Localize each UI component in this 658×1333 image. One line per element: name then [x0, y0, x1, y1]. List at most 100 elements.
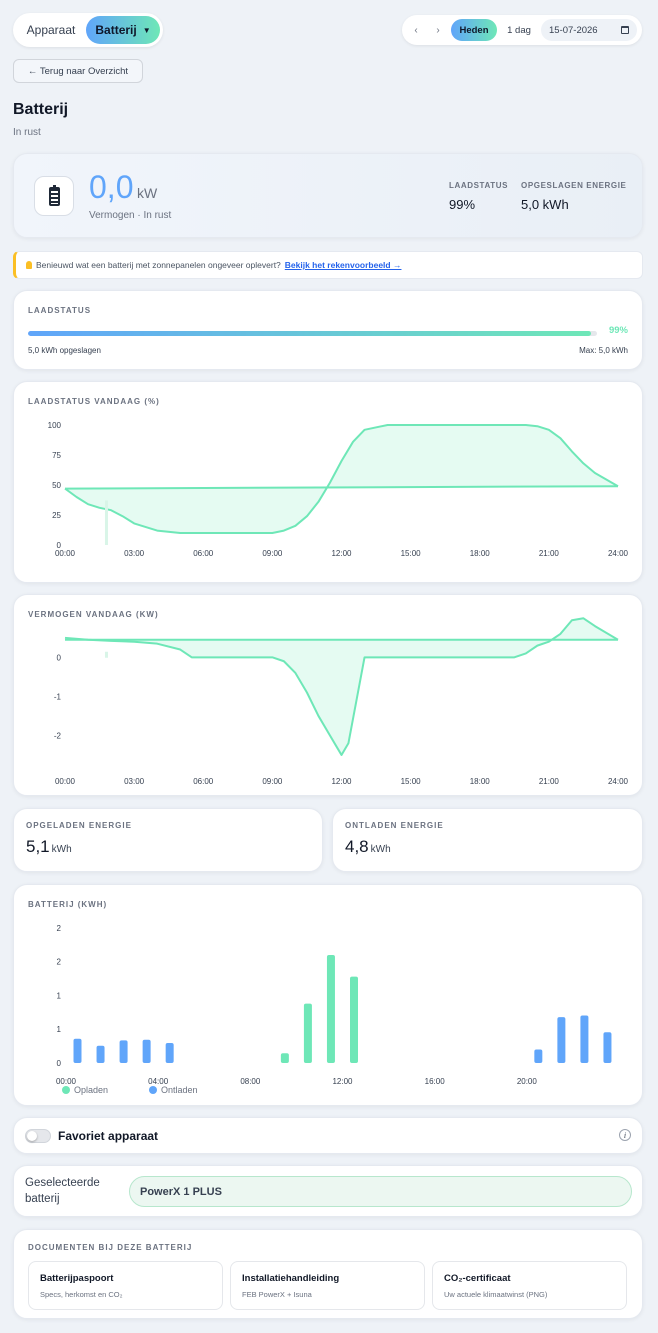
battery-energy-chart-card: BATTERIJ (KWH) 2 2 1 1 0 00:00 04:00 08:00 12:00…	[13, 884, 643, 1106]
x-tick-label: 21:00	[539, 549, 560, 558]
stat-value: 99%	[449, 197, 476, 212]
bar-opladen	[326, 955, 335, 1063]
favorite-label: Favoriet apparaat	[58, 1129, 159, 1143]
range-select[interactable]: 1 dag	[507, 24, 531, 36]
battery-energy-chart: 2 2 1 1 0 00:00 04:00 08:00 12:00 16:00 20:00	[56, 924, 612, 1086]
document-co2-certificate[interactable]: CO₂-certificaat Uw actuele klimaatwinst …	[432, 1261, 627, 1310]
today-button[interactable]: Heden	[451, 19, 497, 41]
legend-item-opladen: Opladen	[62, 1085, 108, 1095]
chevron-down-icon: ▼	[142, 25, 151, 35]
chart-title: LAADSTATUS VANDAAG (%)	[28, 397, 160, 406]
y-tick-label: 1	[57, 1025, 62, 1034]
document-title: CO₂-certificaat	[444, 1273, 511, 1284]
document-subtitle: Specs, herkomst en CO₂	[40, 1290, 123, 1299]
x-tick-label: 09:00	[262, 777, 283, 786]
x-tick-label: 03:00	[124, 549, 145, 558]
baseline-line	[64, 485, 619, 490]
power-value: 0,0	[89, 169, 134, 205]
y-tick-label: 2	[57, 924, 62, 933]
battery-icon-box	[34, 176, 74, 216]
x-tick-label: 00:00	[55, 549, 76, 558]
stat-stored-energy: OPGESLAGEN ENERGIE 5,0 kWh	[521, 181, 626, 212]
legend-dot	[62, 1086, 70, 1094]
stat-laadstatus: LAADSTATUS 99%	[449, 181, 508, 212]
y-tick-label: -2	[54, 731, 62, 740]
stat-label: LAADSTATUS	[449, 181, 509, 190]
view-switch: Apparaat Batterij ▼	[13, 13, 163, 47]
page-status: In rust	[13, 127, 41, 138]
back-to-overview-button[interactable]: ← Terug naar Overzicht	[13, 59, 143, 83]
documents-card: DOCUMENTEN BIJ DEZE BATTERIJ Batterijpas…	[13, 1229, 643, 1319]
y-tick-label: 100	[48, 421, 62, 430]
charge-status-card: LAADSTATUS 99% 5,0 kWh opgeslagen Max: 5…	[13, 290, 643, 370]
document-installation-manual[interactable]: Installatiehandleiding FEB PowerX + Isun…	[230, 1261, 425, 1310]
power-subtitle: Vermogen · In rust	[89, 210, 172, 221]
selected-battery-card: Geselecteerde batterij PowerX 1 PLUS	[13, 1165, 643, 1217]
x-tick-label: 12:00	[331, 549, 352, 558]
y-tick-label: 0	[57, 1059, 62, 1068]
stat-label: OPGESLAGEN ENERGIE	[521, 181, 627, 190]
tab-batterij[interactable]: Batterij ▼	[86, 16, 160, 44]
x-tick-label: 00:00	[55, 777, 76, 786]
stat-value: 5,0 kWh	[521, 197, 569, 212]
bar-ontladen	[580, 1015, 589, 1063]
favorite-toggle[interactable]	[25, 1129, 51, 1143]
bar-ontladen	[73, 1038, 82, 1063]
x-tick-label: 21:00	[539, 777, 560, 786]
favorite-card: Favoriet apparaat i	[13, 1117, 643, 1154]
y-tick-label: 2	[57, 957, 62, 966]
soc-chart: 100 75 50 25 000:00 03:00 06:00 09:00 12:00 15:00…	[48, 421, 629, 558]
calculation-example-link[interactable]: Bekijk het rekenvoorbeeld →	[284, 260, 402, 270]
x-tick-label: 15:00	[401, 777, 422, 786]
bar-ontladen	[165, 1043, 174, 1063]
y-tick-label: 75	[52, 451, 61, 460]
x-tick-label: 18:00	[470, 549, 491, 558]
info-icon[interactable]: i	[619, 1129, 631, 1141]
energy-label: OPGELADEN ENERGIE	[26, 821, 132, 830]
date-navigation: ‹ › Heden 1 dag 15-07-2026	[402, 15, 642, 45]
y-tick-label: 25	[52, 511, 61, 520]
bar-ontladen	[119, 1040, 128, 1063]
energy-number: 5,1	[26, 837, 50, 856]
x-tick-label: 00:00	[56, 1077, 77, 1086]
legend-label: Ontladen	[161, 1085, 198, 1095]
y-tick-label: 50	[52, 481, 61, 490]
charged-energy-card: OPGELADEN ENERGIE 5,1 kWh	[13, 808, 323, 872]
banner-text: Benieuwd wat een batterij met zonnepanel…	[36, 260, 281, 270]
prev-day-button[interactable]: ‹	[414, 24, 418, 36]
next-day-button[interactable]: ›	[436, 24, 440, 36]
bar-ontladen	[557, 1017, 566, 1063]
series-area	[65, 618, 618, 755]
tab-batterij-label: Batterij	[95, 23, 137, 37]
document-subtitle: FEB PowerX + Isuna	[242, 1290, 312, 1299]
bar-opladen	[350, 976, 358, 1063]
date-input[interactable]: 15-07-2026	[541, 19, 637, 41]
charge-percent: 99%	[608, 325, 628, 336]
document-title: Installatiehandleiding	[242, 1273, 340, 1284]
energy-label: ONTLADEN ENERGIE	[345, 821, 444, 830]
max-capacity-text: Max: 5,0 kWh	[579, 346, 628, 355]
battery-select[interactable]: PowerX 1 PLUS	[129, 1176, 632, 1207]
charge-progress-bar	[28, 331, 597, 336]
lightbulb-icon	[26, 261, 32, 269]
bar-ontladen	[96, 1045, 105, 1063]
chart-title: VERMOGEN VANDAAG (KW)	[28, 610, 159, 619]
x-tick-label: 15:00	[401, 549, 422, 558]
power-unit: kW	[137, 185, 158, 201]
document-battery-passport[interactable]: Batterijpaspoort Specs, herkomst en CO₂	[28, 1261, 223, 1310]
energy-unit: kWh	[51, 844, 72, 855]
x-tick-label: 12:00	[332, 1077, 353, 1086]
y-tick-label: 1	[57, 992, 62, 1001]
x-tick-label: 20:00	[517, 1077, 538, 1086]
tab-apparaat[interactable]: Apparaat	[26, 23, 76, 37]
x-tick-label: 06:00	[193, 777, 214, 786]
x-tick-label: 16:00	[425, 1077, 446, 1086]
energy-number: 4,8	[345, 837, 369, 856]
power-chart-card: VERMOGEN VANDAAG (KW) 0 -1 -2 00:00 03:00 06:…	[13, 594, 643, 796]
calendar-icon[interactable]	[621, 26, 629, 34]
bar-opladen	[280, 1053, 289, 1063]
document-subtitle: Uw actuele klimaatwinst (PNG)	[444, 1290, 548, 1299]
section-label: LAADSTATUS	[28, 306, 92, 315]
series-line	[64, 424, 619, 534]
x-tick-label: 08:00	[240, 1077, 261, 1086]
